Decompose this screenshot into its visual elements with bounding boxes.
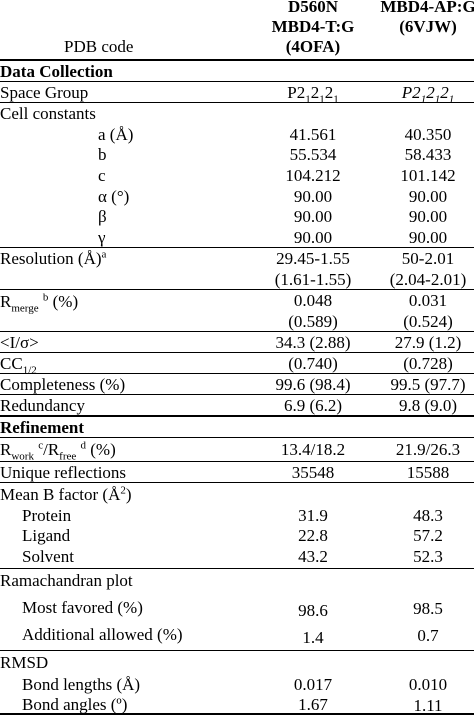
a-v1: 41.561: [289, 125, 337, 144]
ramachandran-label: Ramachandran plot: [0, 571, 133, 590]
gamma-label: γ: [98, 228, 106, 247]
bottom-rule: [0, 713, 474, 715]
row-rule: [0, 352, 474, 353]
bond-angles-v2: 1.11: [413, 696, 443, 715]
beta-v1: 90.00: [293, 207, 333, 226]
protein-label: Protein: [22, 506, 72, 525]
section-rule-2: [0, 415, 474, 417]
ligand-label: Ligand: [22, 526, 71, 545]
row-rule: [0, 331, 474, 332]
rmerge-v1: 0.048: [293, 291, 333, 310]
col1-header-line3: (4OFA): [285, 37, 341, 56]
completeness-label: Completeness (%): [0, 375, 126, 394]
c-v2: 101.142: [400, 166, 456, 185]
section-data-collection: Data Collection: [0, 62, 113, 81]
c-v1: 104.212: [285, 166, 341, 185]
cc-half-v1: (0.740): [288, 354, 338, 373]
redundancy-v1: 6.9 (6.2): [283, 396, 343, 415]
row-rule: [0, 461, 474, 462]
protein-v2: 48.3: [413, 506, 443, 525]
additional-allowed-v1: 1.4: [302, 628, 324, 647]
gamma-v1: 90.00: [293, 228, 333, 247]
row-rule: [0, 650, 474, 651]
unique-reflections-v1: 35548: [291, 463, 335, 482]
space-group-v2: P212121: [401, 83, 455, 106]
beta-v2: 90.00: [408, 207, 448, 226]
solvent-v2: 52.3: [413, 547, 443, 566]
i-sigma-v1: 34.3 (2.88): [275, 333, 351, 352]
alpha-v2: 90.00: [408, 187, 448, 206]
col2-header-line2: (6VJW): [399, 17, 457, 36]
row-rule: [0, 437, 474, 438]
a-v2: 40.350: [404, 125, 452, 144]
row-rule: [0, 482, 474, 483]
beta-label: β: [98, 207, 107, 226]
resolution-v1: 29.45-1.55: [276, 249, 350, 268]
unique-reflections-v2: 15588: [406, 463, 450, 482]
redundancy-v2: 9.8 (9.0): [398, 396, 458, 415]
bond-angles-v1: 1.67: [298, 695, 328, 714]
row-rule: [0, 247, 474, 248]
bond-angles-label: Bond angles (º): [22, 695, 128, 714]
resolution-v2: 50-2.01: [401, 249, 455, 268]
protein-v1: 31.9: [298, 506, 328, 525]
additional-allowed-label: Additional allowed (%): [22, 625, 183, 644]
space-group-v1: P212121: [287, 83, 339, 106]
most-favored-v1: 98.6: [298, 601, 328, 620]
section-rule-1: [0, 81, 474, 82]
most-favored-label: Most favored (%): [22, 598, 143, 617]
mean-b-factor-label: Mean B factor (Å2): [0, 484, 132, 504]
c-label: c: [98, 166, 106, 185]
ligand-v1: 22.8: [298, 526, 328, 545]
resolution-v1-shell: (1.61-1.55): [274, 270, 352, 289]
row-rule: [0, 289, 474, 290]
most-favored-v2: 98.5: [413, 599, 443, 618]
b-label: b: [98, 145, 107, 164]
row-rule: [0, 568, 474, 569]
rmerge-label: Rmerge b (%): [0, 291, 79, 315]
rwork-rfree-label: Rwork c/Rfree d (%): [0, 439, 116, 463]
cell-constants-label: Cell constants: [0, 104, 96, 123]
col2-header-line1: MBD4-AP:G: [380, 0, 474, 16]
space-group-label: Space Group: [0, 83, 89, 102]
i-sigma-label: <I/σ>: [0, 333, 39, 352]
alpha-label: α (°): [98, 187, 130, 206]
row-rule: [0, 102, 474, 103]
rwork-rfree-v2: 21.9/26.3: [395, 440, 461, 459]
unique-reflections-label: Unique reflections: [0, 463, 127, 482]
resolution-label: Resolution (Å)a: [0, 248, 107, 268]
col1-header-line1: D560N: [287, 0, 339, 16]
header-rule: [0, 59, 474, 61]
redundancy-label: Redundancy: [0, 396, 85, 415]
cc-half-label: CC1/2: [0, 354, 37, 377]
a-label: a (Å): [98, 125, 134, 144]
bond-lengths-v2: 0.010: [408, 675, 448, 694]
pdb-code-label: PDB code: [64, 37, 134, 56]
bond-lengths-label: Bond lengths (Å): [22, 675, 141, 694]
rmerge-v1-shell: (0.589): [288, 312, 338, 331]
section-refinement: Refinement: [0, 418, 85, 437]
rmsd-label: RMSD: [0, 653, 49, 672]
i-sigma-v2: 27.9 (1.2): [394, 333, 462, 352]
bond-lengths-v1: 0.017: [293, 675, 333, 694]
alpha-v1: 90.00: [293, 187, 333, 206]
completeness-v2: 99.5 (97.7): [390, 375, 466, 394]
row-rule: [0, 373, 474, 374]
completeness-v1: 99.6 (98.4): [275, 375, 351, 394]
col1-header-line2: MBD4-T:G: [271, 17, 355, 36]
rmerge-v2-shell: (0.524): [403, 312, 453, 331]
additional-allowed-v2: 0.7: [417, 626, 439, 645]
rwork-rfree-v1: 13.4/18.2: [280, 440, 346, 459]
resolution-v2-shell: (2.04-2.01): [389, 270, 467, 289]
row-rule: [0, 394, 474, 395]
rmerge-v2: 0.031: [408, 291, 448, 310]
ligand-v2: 57.2: [413, 526, 443, 545]
gamma-v2: 90.00: [408, 228, 448, 247]
cc-half-v2: (0.728): [403, 354, 453, 373]
b-v1: 55.534: [289, 145, 337, 164]
solvent-v1: 43.2: [298, 547, 328, 566]
b-v2: 58.433: [404, 145, 452, 164]
solvent-label: Solvent: [22, 547, 74, 566]
